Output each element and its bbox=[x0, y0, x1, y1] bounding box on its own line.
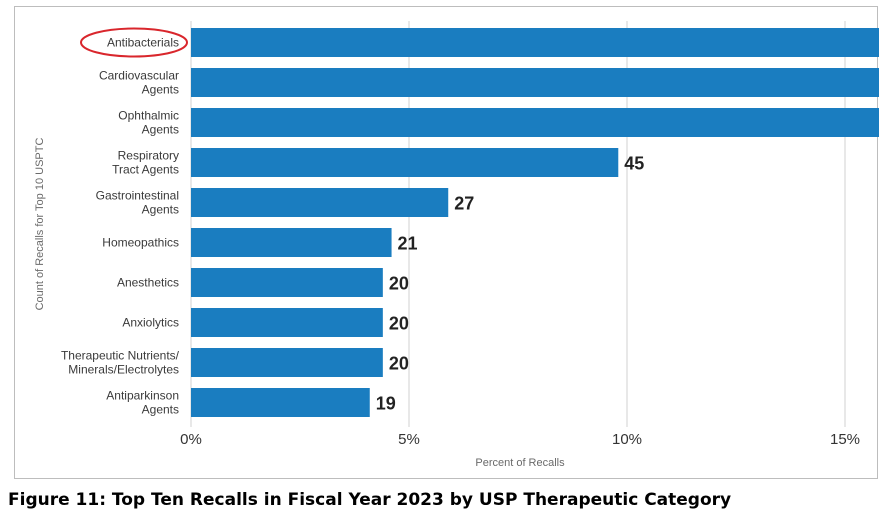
category-label-line: Antiparkinson bbox=[106, 389, 179, 403]
category-label-line: Anesthetics bbox=[117, 276, 179, 290]
bar bbox=[191, 148, 619, 177]
category-label: Antiparkinson Agents bbox=[106, 389, 179, 417]
category-label: Antibacterials bbox=[107, 36, 179, 50]
x-tick-label: 0% bbox=[180, 431, 202, 448]
category-label: Gastrointestinal Agents bbox=[96, 189, 179, 217]
value-label: 21 bbox=[398, 234, 418, 254]
value-label: 20 bbox=[389, 274, 409, 294]
bar bbox=[191, 108, 879, 137]
x-tick-label: 10% bbox=[612, 431, 642, 448]
category-label-line: Homeopathics bbox=[102, 236, 179, 250]
category-label-line: Antibacterials bbox=[107, 36, 179, 50]
category-label: Homeopathics bbox=[102, 236, 179, 250]
bar bbox=[191, 348, 383, 377]
chart-frame: Antibacterials Cardiovascular Agents Ophtha… bbox=[14, 6, 879, 479]
figure-caption: Figure 11: Top Ten Recalls in Fiscal Yea… bbox=[8, 490, 732, 510]
x-tick-label: 15% bbox=[830, 431, 860, 448]
x-tick-label: 5% bbox=[398, 431, 420, 448]
category-label-line: Cardiovascular bbox=[99, 69, 179, 83]
bar bbox=[191, 28, 879, 57]
value-label: 20 bbox=[389, 314, 409, 334]
category-label-line: Agents bbox=[142, 203, 179, 217]
category-label: Therapeutic Nutrients/Minerals/Electroly… bbox=[61, 349, 180, 377]
category-label: Respiratory Tract Agents bbox=[112, 149, 179, 177]
category-label-line: Minerals/Electrolytes bbox=[68, 363, 179, 377]
bar bbox=[191, 308, 383, 337]
category-label-line: Agents bbox=[142, 403, 179, 417]
value-label: 27 bbox=[454, 194, 474, 214]
category-label-line: Tract Agents bbox=[112, 163, 179, 177]
bar bbox=[191, 68, 879, 97]
category-label: Ophthalmic Agents bbox=[118, 109, 179, 137]
category-label-line: Therapeutic Nutrients/ bbox=[61, 349, 180, 363]
category-label: Cardiovascular Agents bbox=[99, 69, 179, 97]
bars bbox=[191, 28, 879, 417]
bar bbox=[191, 388, 370, 417]
category-label: Anxiolytics bbox=[122, 316, 179, 330]
bar bbox=[191, 188, 449, 217]
x-axis-title: Percent of Recalls bbox=[475, 457, 565, 469]
value-label: 19 bbox=[376, 394, 396, 414]
value-label: 45 bbox=[624, 154, 644, 174]
bar bbox=[191, 268, 383, 297]
highlight-ellipse bbox=[80, 27, 188, 58]
category-label-line: Ophthalmic bbox=[118, 109, 179, 123]
value-labels: 114947945272120202019 bbox=[376, 154, 645, 414]
x-tick-labels: 0%5%10%15%20%25%30% bbox=[180, 431, 860, 448]
category-label-line: Respiratory bbox=[118, 149, 179, 163]
category-label-line: Agents bbox=[142, 83, 179, 97]
category-label-line: Gastrointestinal bbox=[96, 189, 179, 203]
category-label-line: Anxiolytics bbox=[122, 316, 179, 330]
y-axis-title: Count of Recalls for Top 10 USPTC bbox=[34, 138, 46, 311]
category-label: Anesthetics bbox=[117, 276, 179, 290]
category-label-line: Agents bbox=[142, 123, 179, 137]
bar bbox=[191, 228, 392, 257]
value-label: 20 bbox=[389, 354, 409, 374]
